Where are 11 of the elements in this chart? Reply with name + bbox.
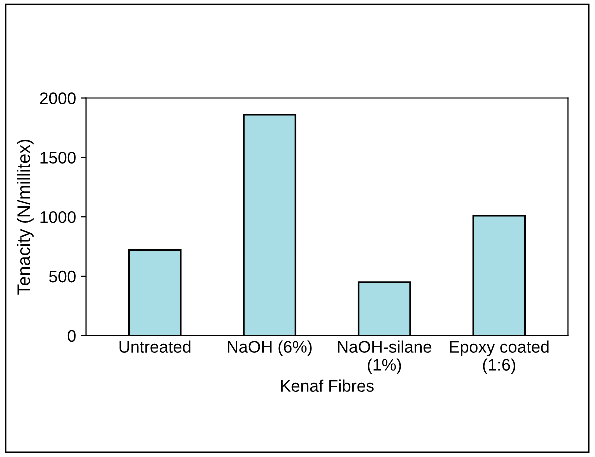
y-tick-label: 0 [68, 330, 76, 342]
y-tick-label: 1500 [40, 152, 76, 164]
x-tick-label: NaOH-silane (1%) [338, 340, 432, 374]
y-tick-label: 1000 [40, 211, 76, 224]
x-tick-label: NaOH (6%) [228, 340, 312, 356]
x-tick-label: Untreated [120, 340, 191, 353]
y-axis-title: Tenacity (N/millitex) [17, 140, 34, 295]
y-tick-label: 500 [49, 270, 76, 283]
y-tick-label: 2000 [40, 92, 76, 104]
x-tick-label: Epoxy coated (1:6) [450, 340, 549, 374]
x-axis-title: Kenaf Fibres [281, 380, 374, 392]
